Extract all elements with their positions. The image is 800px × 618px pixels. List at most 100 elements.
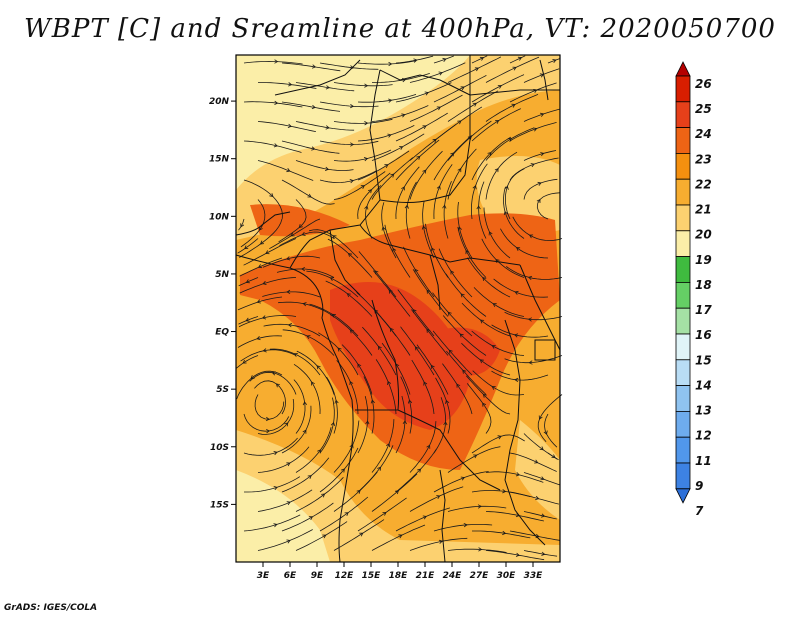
streamline-arrow bbox=[436, 495, 441, 500]
streamline-arrow bbox=[390, 173, 395, 178]
streamline bbox=[282, 329, 335, 356]
streamline bbox=[523, 511, 557, 520]
streamline bbox=[295, 160, 354, 171]
streamline-arrow bbox=[349, 380, 354, 386]
streamline bbox=[433, 164, 453, 220]
streamline bbox=[409, 421, 437, 473]
streamline bbox=[357, 497, 407, 532]
streamline bbox=[257, 160, 314, 181]
streamline bbox=[269, 348, 321, 376]
streamline bbox=[237, 238, 259, 254]
streamline-arrow bbox=[387, 133, 392, 138]
streamline bbox=[384, 224, 411, 278]
streamline-arrow bbox=[311, 104, 316, 110]
streamline-arrow bbox=[332, 235, 337, 240]
lon-tick-label: 27E bbox=[470, 571, 490, 581]
lon-tick-label: 24E bbox=[443, 571, 463, 581]
streamline bbox=[447, 148, 477, 200]
streamline-arrow bbox=[473, 454, 478, 459]
streamline-arrow bbox=[515, 472, 521, 477]
streamline bbox=[326, 376, 338, 434]
streamline-arrow bbox=[350, 142, 355, 147]
streamline-arrow bbox=[540, 152, 545, 157]
streamline-arrow bbox=[460, 293, 465, 298]
streamline-arrow bbox=[307, 475, 312, 479]
streamline-arrow bbox=[495, 120, 500, 124]
colorbar-swatch bbox=[675, 75, 691, 103]
streamline bbox=[237, 296, 283, 311]
streamline bbox=[333, 118, 393, 124]
streamline-arrow bbox=[457, 120, 462, 125]
streamline-arrow bbox=[269, 193, 274, 198]
streamline bbox=[319, 397, 335, 454]
streamline bbox=[472, 370, 525, 396]
streamline bbox=[509, 452, 557, 472]
streamline bbox=[445, 273, 487, 317]
streamline bbox=[236, 355, 259, 369]
colorbar-label: 7 bbox=[695, 504, 704, 518]
streamline-arrow bbox=[426, 444, 431, 449]
streamline-arrow bbox=[388, 289, 393, 294]
streamline bbox=[365, 185, 382, 239]
streamline-arrow bbox=[436, 106, 441, 111]
colorbar: 26 25 24 23 22 21 20 19 18 17 16 15 14 13 12 11 9 7 bbox=[675, 61, 712, 518]
streamline bbox=[471, 55, 488, 64]
streamline bbox=[371, 473, 418, 512]
streamline-arrow bbox=[367, 189, 373, 194]
colorbar-swatch bbox=[675, 230, 691, 258]
streamline bbox=[485, 151, 518, 200]
streamline-arrow bbox=[423, 381, 428, 386]
streamline-arrow bbox=[399, 146, 404, 150]
streamline-arrow bbox=[261, 315, 267, 320]
colorbar-swatch bbox=[675, 101, 691, 129]
streamline-arrow bbox=[324, 166, 330, 171]
streamline-arrow bbox=[242, 359, 247, 364]
streamline bbox=[281, 502, 334, 532]
streamline-arrow bbox=[421, 225, 427, 230]
streamline-arrow bbox=[245, 279, 250, 284]
streamline bbox=[471, 108, 521, 142]
streamline bbox=[411, 309, 449, 356]
streamline-arrow bbox=[415, 346, 419, 351]
streamline-arrow bbox=[286, 501, 291, 506]
streamline-arrow bbox=[431, 247, 436, 252]
streamline bbox=[258, 82, 317, 89]
streamline-arrow bbox=[363, 157, 369, 162]
streamline bbox=[371, 157, 414, 200]
streamline-arrow bbox=[388, 61, 393, 67]
streamline-arrow bbox=[259, 240, 265, 245]
streamline-arrow bbox=[356, 489, 361, 494]
colorbar-label: 13 bbox=[695, 404, 712, 418]
streamline bbox=[523, 178, 558, 200]
streamline-arrow bbox=[414, 268, 419, 273]
lon-tick-label: 6E bbox=[284, 571, 297, 581]
streamline bbox=[333, 149, 392, 162]
lat-tick-label: 10N bbox=[209, 212, 230, 222]
streamline bbox=[357, 150, 410, 181]
streamline-arrow bbox=[262, 348, 267, 353]
streamline-arrow bbox=[388, 98, 393, 103]
streamline bbox=[397, 289, 435, 337]
streamline-arrow bbox=[447, 311, 452, 316]
colorbar-label: 25 bbox=[695, 102, 712, 116]
streamline bbox=[243, 140, 302, 153]
colorbar-swatch bbox=[675, 307, 691, 335]
colorbar-label: 9 bbox=[695, 479, 703, 493]
colorbar-label: 19 bbox=[695, 253, 712, 267]
streamline-arrow bbox=[275, 383, 280, 388]
colorbar-label: 26 bbox=[695, 77, 712, 91]
streamline bbox=[281, 62, 341, 72]
streamline-arrow bbox=[477, 504, 482, 509]
footer-credit: GrADS: IGES/COLA bbox=[4, 603, 98, 613]
streamline bbox=[362, 326, 397, 376]
streamline-arrow bbox=[502, 489, 507, 494]
streamline bbox=[358, 251, 397, 298]
streamline bbox=[447, 505, 507, 512]
streamline-arrow bbox=[513, 333, 519, 338]
streamline bbox=[465, 375, 511, 415]
streamline bbox=[446, 350, 487, 395]
streamline bbox=[239, 257, 283, 277]
streamline-arrow bbox=[543, 430, 548, 435]
streamline-arrow bbox=[266, 428, 271, 434]
streamline-arrow bbox=[273, 143, 278, 148]
